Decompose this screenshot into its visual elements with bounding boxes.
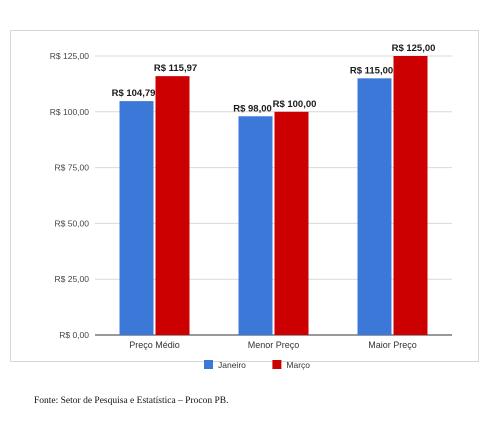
data-label: R$ 115,00	[350, 65, 393, 76]
source-note: Fonte: Setor de Pesquisa e Estatística –…	[34, 396, 229, 406]
data-label: R$ 98,00	[233, 103, 272, 114]
data-label: R$ 115,97	[154, 63, 197, 74]
x-tick-label: Maior Preço	[368, 340, 417, 350]
y-tick-label: R$ 100,00	[50, 107, 89, 117]
y-tick-label: R$ 75,00	[55, 163, 90, 173]
y-tick-label: R$ 0,00	[59, 330, 89, 340]
legend-label: Janeiro	[218, 360, 246, 370]
legend-swatch	[272, 360, 282, 369]
x-tick-label: Preço Médio	[129, 340, 180, 350]
bar	[119, 101, 154, 335]
bar	[357, 78, 392, 335]
y-tick-label: R$ 125,00	[50, 51, 89, 61]
bar	[238, 116, 273, 335]
bar	[274, 111, 309, 335]
legend-label: Março	[286, 360, 310, 370]
legend-swatch	[204, 360, 213, 369]
bar	[155, 76, 190, 335]
bar	[393, 56, 428, 335]
data-label: R$ 100,00	[273, 99, 317, 110]
data-label: R$ 104,79	[112, 88, 156, 99]
y-tick-label: R$ 50,00	[55, 218, 90, 228]
y-tick-label: R$ 25,00	[55, 274, 90, 284]
x-tick-label: Menor Preço	[248, 340, 300, 350]
data-label: R$ 125,00	[392, 43, 436, 54]
